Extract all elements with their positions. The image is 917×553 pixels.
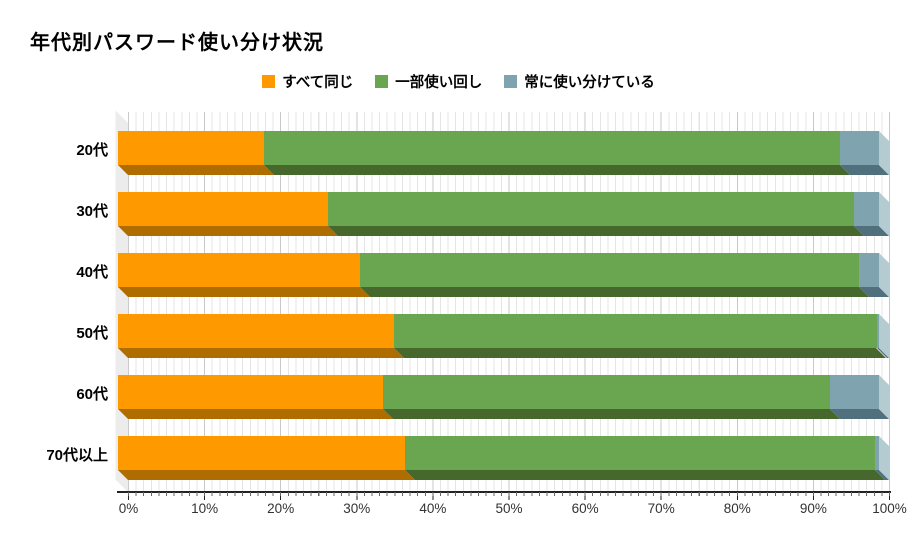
bar-row: [118, 375, 908, 420]
x-tick-label: 10%: [191, 501, 219, 516]
x-tick-label: 40%: [419, 501, 447, 516]
legend-swatch: [375, 75, 389, 88]
legend-item: 一部使い回し: [375, 71, 482, 92]
y-category-label: 20代: [76, 142, 108, 159]
bar-segment-bevel: [118, 287, 370, 297]
bar-segment: [118, 436, 405, 470]
bar-row: [118, 314, 908, 359]
bar-row: [118, 131, 908, 176]
bar-segment-bevel: [359, 287, 870, 297]
plot-area: [128, 112, 891, 492]
y-category-label: 50代: [76, 325, 108, 342]
bar-segment-bevel: [404, 470, 886, 480]
bar-segment: [840, 131, 879, 165]
bar-segment-bevel: [118, 165, 275, 175]
y-category-label: 60代: [76, 386, 108, 403]
bar-segment-bevel: [394, 348, 887, 358]
bar-segment: [875, 436, 879, 470]
bar-segment: [859, 253, 879, 287]
bar-row: [118, 253, 908, 298]
bar-segment: [118, 192, 329, 226]
bar-segment: [359, 253, 860, 287]
x-tick-label: 90%: [799, 501, 827, 516]
x-tick-label: 70%: [647, 501, 675, 516]
y-category-label: 70代以上: [46, 447, 108, 464]
bar-segment: [876, 314, 879, 348]
x-tick-label: 0%: [118, 501, 139, 516]
bar-segment: [118, 314, 395, 348]
bar-segment: [118, 375, 383, 409]
x-tick-label: 80%: [723, 501, 751, 516]
legend-item: 常に使い分けている: [504, 71, 655, 92]
bar-segment-bevel: [118, 409, 393, 419]
x-axis-minor-ticks: [128, 492, 891, 496]
bar-segment-bevel: [264, 165, 851, 175]
bar-segment: [118, 253, 360, 287]
bar-segment-bevel: [382, 409, 841, 419]
legend-label: 常に使い分けている: [524, 75, 655, 91]
x-tick-label: 50%: [495, 501, 523, 516]
legend-swatch: [262, 75, 276, 88]
y-category-label: 40代: [76, 264, 108, 281]
bar-segment: [328, 192, 854, 226]
x-tick-label: 30%: [343, 501, 371, 516]
bar-segment-bevel: [328, 226, 864, 236]
bar-segment: [853, 192, 879, 226]
legend: すべて同じ 一部使い回し 常に使い分けている: [0, 71, 917, 92]
bar-row: [118, 192, 908, 237]
bar-row: [118, 436, 908, 481]
bar-segment: [264, 131, 841, 165]
legend-swatch: [504, 75, 518, 88]
y-category-label: 30代: [76, 203, 108, 220]
bar-segment-bevel: [118, 348, 405, 358]
x-tick-label: 60%: [571, 501, 599, 516]
bar-segment: [382, 375, 831, 409]
x-axis-major-ticks: [128, 492, 891, 500]
legend-label: すべて同じ: [282, 75, 354, 91]
chart-title: 年代別パスワード使い分け状況: [30, 32, 324, 54]
legend-label: 一部使い回し: [395, 75, 483, 91]
x-tick-label: 20%: [267, 501, 295, 516]
bar-segment-bevel: [118, 470, 415, 480]
bar-segment-bevel: [118, 226, 339, 236]
legend-item: すべて同じ: [262, 71, 353, 92]
x-tick-label: 100%: [872, 501, 907, 516]
bar-segment: [404, 436, 876, 470]
bar-segment: [830, 375, 879, 409]
bar-segment: [394, 314, 877, 348]
bar-segment: [118, 131, 265, 165]
